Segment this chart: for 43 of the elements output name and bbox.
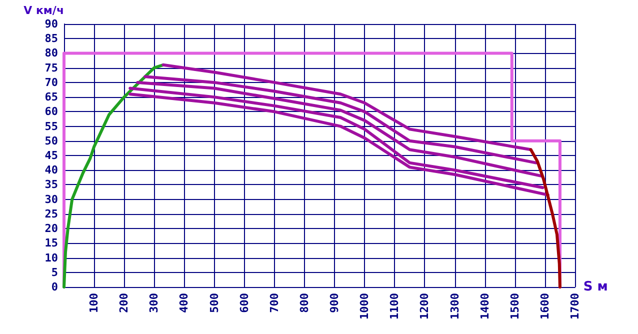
y-tick-label: 70 [44, 76, 58, 89]
y-tick-label: 80 [44, 46, 58, 60]
y-tick-label: 35 [44, 178, 58, 192]
y-tick-label: 5 [51, 266, 58, 279]
x-tick-label: 800 [298, 293, 311, 313]
x-tick-label: 600 [238, 293, 251, 313]
x-tick-label: 700 [268, 293, 281, 313]
y-axis-title: V км/ч [24, 4, 64, 17]
x-tick-label: 1300 [448, 293, 462, 320]
y-tick-label: 0 [51, 280, 58, 294]
line-series [144, 75, 538, 164]
y-tick-label: 85 [44, 32, 58, 46]
y-tick-label: 40 [44, 164, 58, 177]
x-tick-label: 1600 [538, 293, 552, 320]
y-tick-label: 15 [44, 236, 58, 250]
y-tick-label: 25 [44, 207, 58, 220]
y-tick-label: 10 [44, 251, 58, 264]
x-tick-label: 100 [88, 293, 101, 313]
x-tick-label: 400 [178, 293, 191, 313]
y-tick-label: 75 [44, 61, 58, 74]
x-tick-label: 300 [148, 293, 161, 313]
x-axis-title: S м [583, 280, 608, 294]
y-tick-label: 65 [44, 90, 58, 104]
y-tick-label: 30 [44, 192, 58, 206]
y-tick-label: 45 [44, 149, 58, 162]
y-tick-label: 55 [44, 120, 58, 133]
x-tick-label: 500 [208, 293, 221, 313]
x-tick-label: 1700 [568, 293, 582, 320]
y-tick-label: 50 [44, 134, 58, 148]
y-tick-label: 20 [44, 222, 58, 236]
x-tick-label: 200 [118, 293, 131, 313]
x-tick-label: 900 [328, 293, 342, 313]
x-tick-label: 1100 [388, 293, 402, 320]
y-tick-label: 90 [44, 18, 58, 30]
x-tick-label: 1400 [478, 293, 492, 320]
line-series [62, 63, 165, 288]
x-tick-label: 1500 [508, 293, 522, 320]
x-tick-label: 1200 [418, 293, 432, 320]
line-series [529, 148, 562, 288]
x-tick-label: 1000 [358, 293, 372, 320]
line-series [162, 63, 532, 152]
line-series [136, 80, 543, 178]
y-tick-label: 60 [44, 105, 58, 118]
